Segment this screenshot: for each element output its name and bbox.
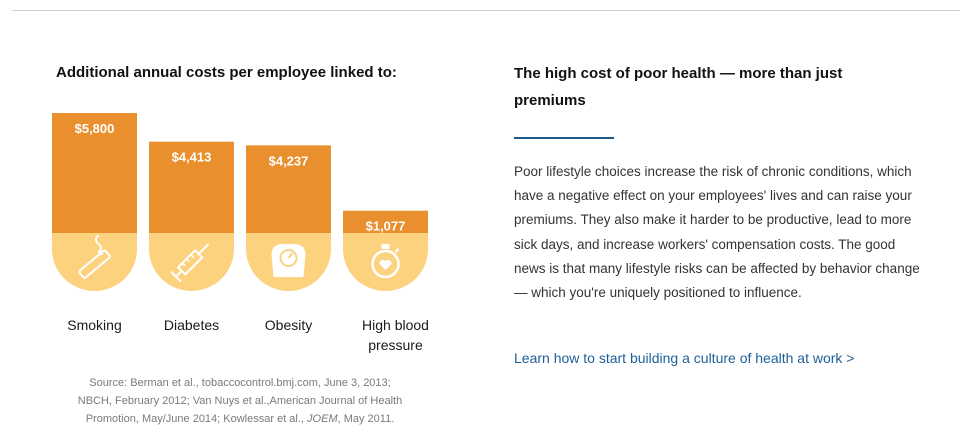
chart-source: Source: Berman et al., tobaccocontrol.bm…: [40, 374, 440, 428]
panel-divider: [514, 137, 614, 139]
stopwatch-icon: [371, 244, 400, 279]
category-label: Smoking: [67, 317, 121, 333]
syringe-icon: [170, 243, 210, 283]
bar-group: $5,800 Smoking: [52, 113, 137, 333]
bar-chart: $5,800 Smoking $4,413 Diabetes $4,237 Obesity…: [52, 113, 429, 353]
panel-title: The high cost of poor health — more than…: [514, 65, 843, 109]
bar: [52, 113, 137, 233]
chart-title: Additional annual costs per employee lin…: [56, 64, 397, 81]
bar-value-label: $5,800: [75, 121, 115, 136]
category-label: Diabetes: [164, 317, 219, 333]
scale-icon: [271, 244, 306, 277]
bar: [246, 145, 331, 233]
top-divider: [12, 10, 960, 11]
category-label: Obesity: [265, 317, 312, 333]
cigarette-icon: [78, 234, 111, 279]
source-line-3-end: , May 2011.: [337, 413, 395, 425]
bar-group: $4,237 Obesity: [246, 145, 331, 333]
source-line-1: Source: Berman et al., tobaccocontrol.bm…: [89, 377, 391, 389]
bar-group: $4,413 Diabetes: [149, 141, 234, 333]
culture-of-health-link[interactable]: Learn how to start building a culture of…: [514, 350, 855, 366]
bar-value-label: $4,237: [269, 153, 309, 168]
panel-body: Poor lifestyle choices increase the risk…: [514, 164, 920, 301]
source-journal: JOEM: [307, 413, 338, 425]
source-line-2: NBCH, February 2012; Van Nuys et al.,Ame…: [77, 395, 403, 407]
category-label: High blood pressure: [362, 317, 429, 353]
source-line-3: Promotion, May/June 2014; Kowlessar et a…: [85, 413, 304, 425]
bar: [343, 210, 428, 233]
bar: [149, 141, 234, 233]
icon-base: [52, 233, 137, 291]
bar-value-label: $4,413: [172, 150, 212, 165]
bar-group: $1,077 High blood pressure: [343, 210, 429, 353]
icon-base: [149, 233, 234, 291]
bar-value-label: $1,077: [366, 219, 406, 234]
